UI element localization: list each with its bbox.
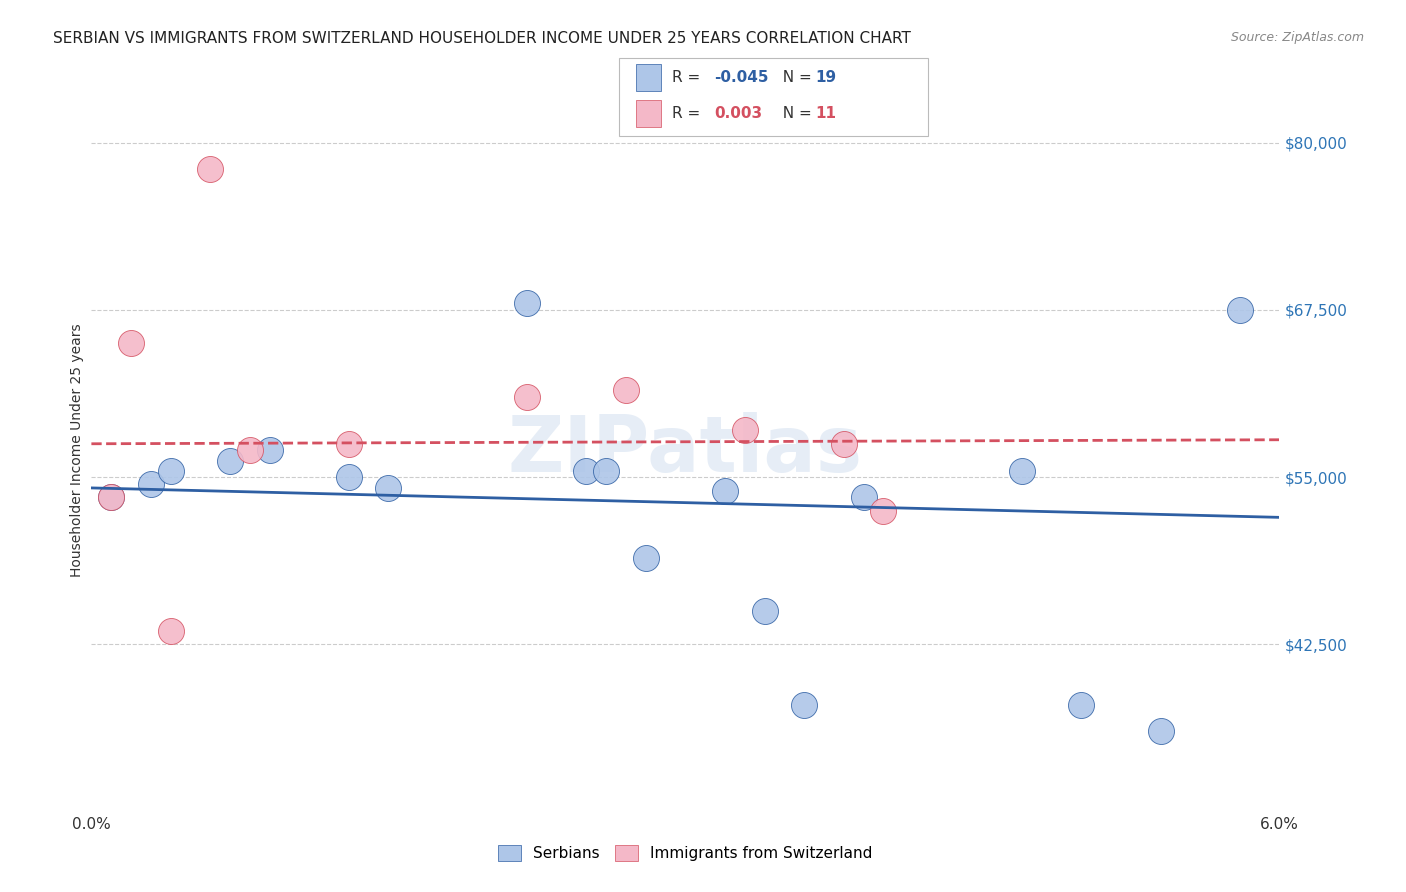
Text: N =: N = bbox=[773, 106, 817, 120]
Point bbox=[259, 443, 281, 458]
Point bbox=[1070, 698, 1092, 712]
Point bbox=[872, 503, 894, 517]
Point bbox=[575, 464, 598, 478]
Point bbox=[1229, 303, 1251, 318]
Point bbox=[734, 424, 756, 438]
Text: 19: 19 bbox=[815, 70, 837, 85]
Text: -0.045: -0.045 bbox=[714, 70, 769, 85]
Point bbox=[120, 336, 142, 351]
Point bbox=[852, 491, 875, 505]
Point bbox=[714, 483, 737, 498]
Text: ZIPatlas: ZIPatlas bbox=[508, 412, 863, 489]
Text: N =: N = bbox=[773, 70, 817, 85]
Point bbox=[832, 437, 855, 451]
Point bbox=[139, 477, 162, 491]
Point bbox=[100, 491, 122, 505]
Text: Source: ZipAtlas.com: Source: ZipAtlas.com bbox=[1230, 31, 1364, 45]
Point bbox=[595, 464, 617, 478]
Legend: Serbians, Immigrants from Switzerland: Serbians, Immigrants from Switzerland bbox=[491, 838, 880, 869]
Point bbox=[516, 390, 538, 404]
Text: 0.003: 0.003 bbox=[714, 106, 762, 120]
Point bbox=[614, 384, 637, 398]
Text: SERBIAN VS IMMIGRANTS FROM SWITZERLAND HOUSEHOLDER INCOME UNDER 25 YEARS CORRELA: SERBIAN VS IMMIGRANTS FROM SWITZERLAND H… bbox=[53, 31, 911, 46]
Point bbox=[793, 698, 815, 712]
Point bbox=[100, 491, 122, 505]
Point bbox=[377, 481, 399, 495]
Text: 11: 11 bbox=[815, 106, 837, 120]
Point bbox=[337, 470, 360, 484]
Point bbox=[159, 464, 181, 478]
Point bbox=[754, 604, 776, 618]
Point bbox=[634, 550, 657, 565]
Point bbox=[200, 162, 222, 177]
Point bbox=[239, 443, 262, 458]
Point bbox=[159, 624, 181, 639]
Text: R =: R = bbox=[672, 70, 706, 85]
Point bbox=[219, 454, 242, 468]
Y-axis label: Householder Income Under 25 years: Householder Income Under 25 years bbox=[70, 324, 84, 577]
Point bbox=[516, 296, 538, 310]
Point bbox=[337, 437, 360, 451]
Point bbox=[1011, 464, 1033, 478]
Text: R =: R = bbox=[672, 106, 706, 120]
Point bbox=[1150, 724, 1173, 739]
